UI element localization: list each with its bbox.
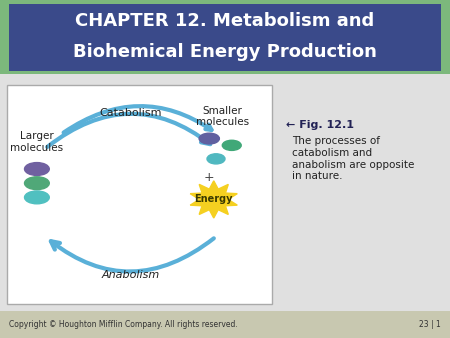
Ellipse shape [222,140,241,150]
Text: ← Fig. 12.1: ← Fig. 12.1 [286,120,354,130]
Text: Biohemical Energy Production: Biohemical Energy Production [73,43,377,61]
FancyBboxPatch shape [9,4,441,71]
Text: CHAPTER 12. Metabolism and: CHAPTER 12. Metabolism and [76,12,374,30]
FancyArrowPatch shape [47,114,210,147]
Text: Anabolism: Anabolism [101,270,160,281]
Text: Catabolism: Catabolism [99,108,162,118]
Text: Larger
molecules: Larger molecules [10,131,63,153]
Polygon shape [190,181,237,218]
Text: Smaller
molecules: Smaller molecules [196,106,249,127]
Text: 23 | 1: 23 | 1 [419,320,441,329]
Ellipse shape [207,154,225,164]
Text: Copyright © Houghton Mifflin Company. All rights reserved.: Copyright © Houghton Mifflin Company. Al… [9,320,238,329]
Text: +: + [204,171,215,184]
FancyBboxPatch shape [0,0,450,74]
Text: The processes of
catabolism and
anabolism are opposite
in nature.: The processes of catabolism and anabolis… [292,137,415,181]
FancyArrowPatch shape [51,238,214,271]
Text: Energy: Energy [194,194,233,204]
Ellipse shape [24,177,50,190]
Ellipse shape [24,191,50,204]
FancyBboxPatch shape [0,311,450,338]
Ellipse shape [24,163,50,175]
Ellipse shape [199,133,220,144]
FancyBboxPatch shape [7,84,272,304]
